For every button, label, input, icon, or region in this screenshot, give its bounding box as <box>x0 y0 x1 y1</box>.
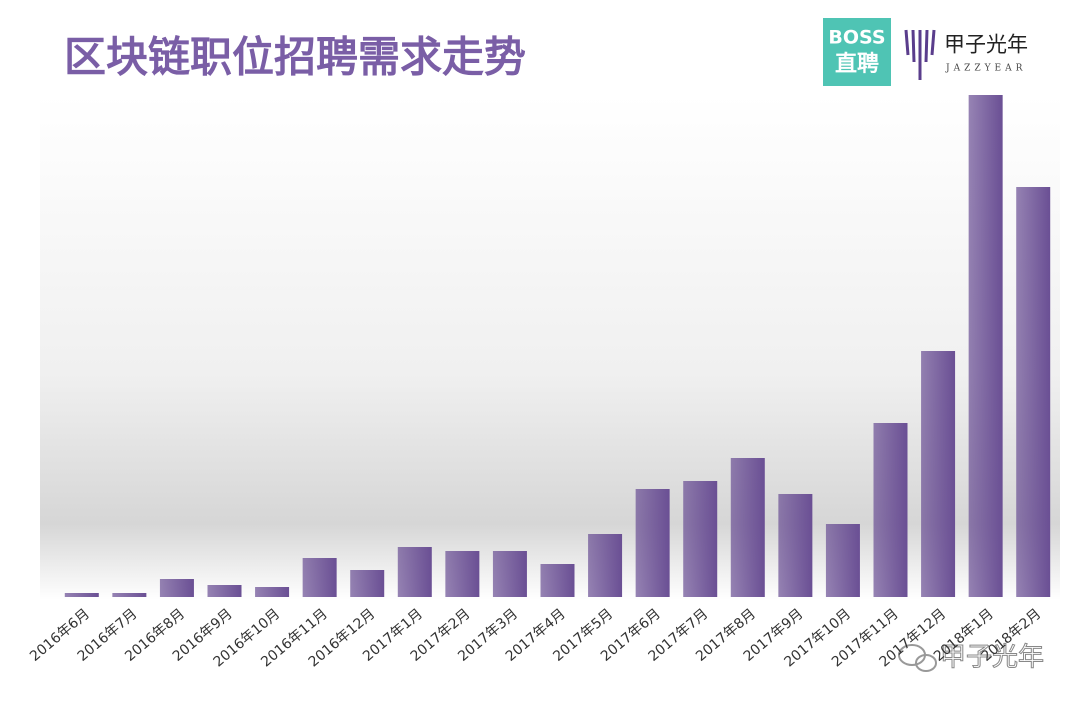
bar <box>445 551 480 597</box>
bar <box>350 570 385 597</box>
bar <box>302 558 337 597</box>
bar <box>635 489 670 597</box>
chart-title: 区块链职位招聘需求走势 <box>64 33 526 82</box>
bars <box>64 95 1051 597</box>
bar <box>588 534 623 597</box>
bar <box>778 494 813 597</box>
bar <box>825 524 860 597</box>
boss-logo <box>823 18 891 86</box>
bar <box>730 458 765 597</box>
bar <box>112 593 147 597</box>
bar <box>873 423 908 597</box>
watermark: 甲子光年 <box>898 642 1045 673</box>
boss-logo-text: BOSS <box>828 27 885 49</box>
bar <box>397 547 432 597</box>
boss-logo-text: 直聘 <box>835 51 879 77</box>
bar <box>207 585 242 597</box>
jazzyear-logo-text: 甲子光年 <box>944 33 1028 57</box>
bar <box>968 95 1003 597</box>
bar <box>1016 187 1051 597</box>
bar <box>255 587 290 597</box>
watermark-text: 甲子光年 <box>940 643 1044 673</box>
bar <box>921 351 956 597</box>
bar <box>540 564 575 597</box>
bar <box>683 481 718 597</box>
bar <box>64 593 99 597</box>
bar <box>159 579 194 597</box>
jazzyear-mark <box>904 29 936 80</box>
bar <box>492 551 527 597</box>
jazzyear-logo-sub: JAZZYEAR <box>945 64 1026 74</box>
